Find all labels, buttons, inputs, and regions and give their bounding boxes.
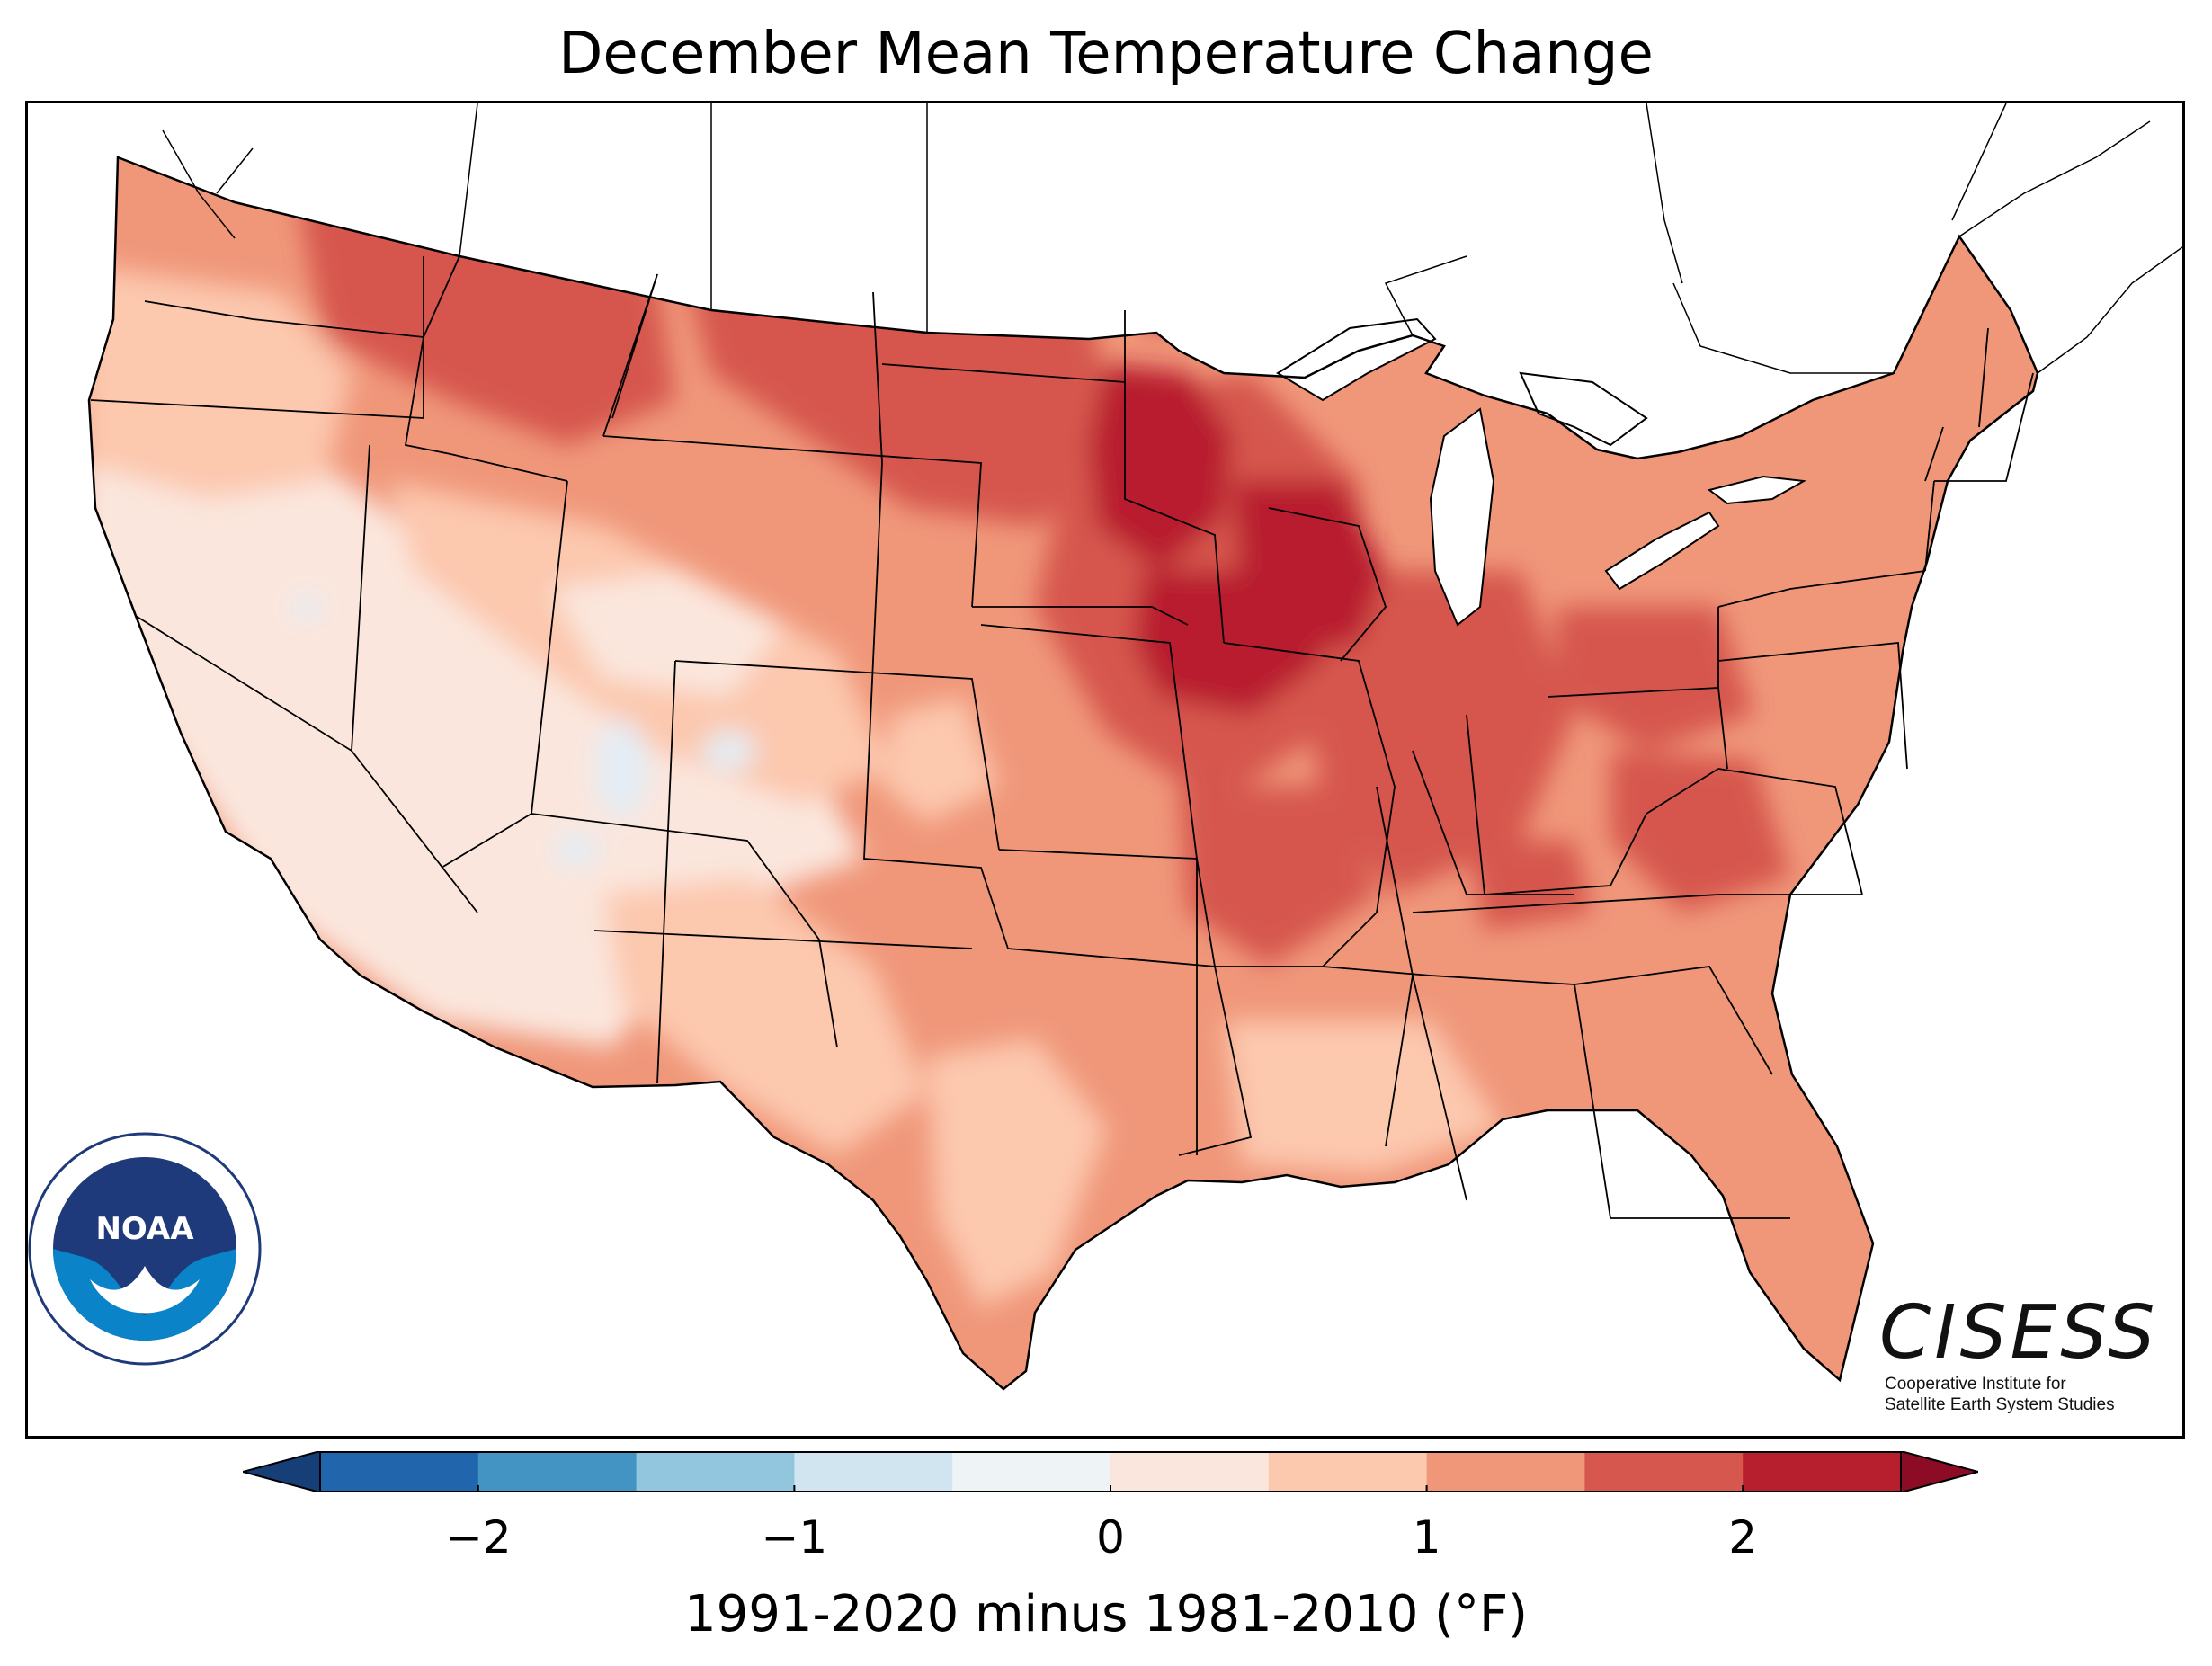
colorbar-extend-under (243, 1451, 321, 1492)
state-boundaries (90, 255, 2034, 1219)
colorbar-segment (1268, 1451, 1428, 1492)
noaa-logo-text: NOAA (95, 1211, 194, 1247)
noaa-logo: NOAA (27, 1131, 263, 1367)
us-temperature-map (87, 103, 2182, 1391)
colorbar-segment (477, 1451, 638, 1492)
colorbar-segment (1110, 1451, 1270, 1492)
temperature-field (89, 157, 2038, 1389)
colorbar-tick-label: −1 (761, 1511, 828, 1564)
colorbar-extend-over (1900, 1451, 1978, 1492)
great-lakes (1276, 317, 1807, 627)
cisess-line2: Satellite Earth System Studies (1885, 1395, 2115, 1414)
map-title: December Mean Temperature Change (558, 21, 1654, 87)
colorbar-tick-label: −2 (444, 1511, 512, 1564)
cisess-line1: Cooperative Institute for (1885, 1375, 2066, 1394)
colorbar (243, 1451, 1978, 1492)
noaa-logo-icon: NOAA (28, 1132, 262, 1366)
colorbar-segment (1426, 1451, 1585, 1492)
colorbar-tick-label: 0 (1096, 1511, 1125, 1564)
colorbar-segment (1584, 1451, 1744, 1492)
map-panel (25, 101, 2185, 1439)
colorbar-segment (320, 1451, 479, 1492)
colorbar-segment (636, 1451, 795, 1492)
colorbar-segment (794, 1451, 953, 1492)
colorbar-segment (952, 1451, 1111, 1492)
colorbar-tick-label: 1 (1412, 1511, 1441, 1564)
cisess-logo: CISESS Cooperative Institute for Satelli… (1879, 1293, 2158, 1428)
cisess-wordmark: CISESS (1879, 1290, 2159, 1376)
colorbar-segment (1743, 1451, 1902, 1492)
international-borders (162, 103, 2182, 374)
colorbar-tick-label: 2 (1728, 1511, 1758, 1564)
colorbar-label: 1991-2020 minus 1981-2010 (°F) (683, 1585, 1529, 1644)
